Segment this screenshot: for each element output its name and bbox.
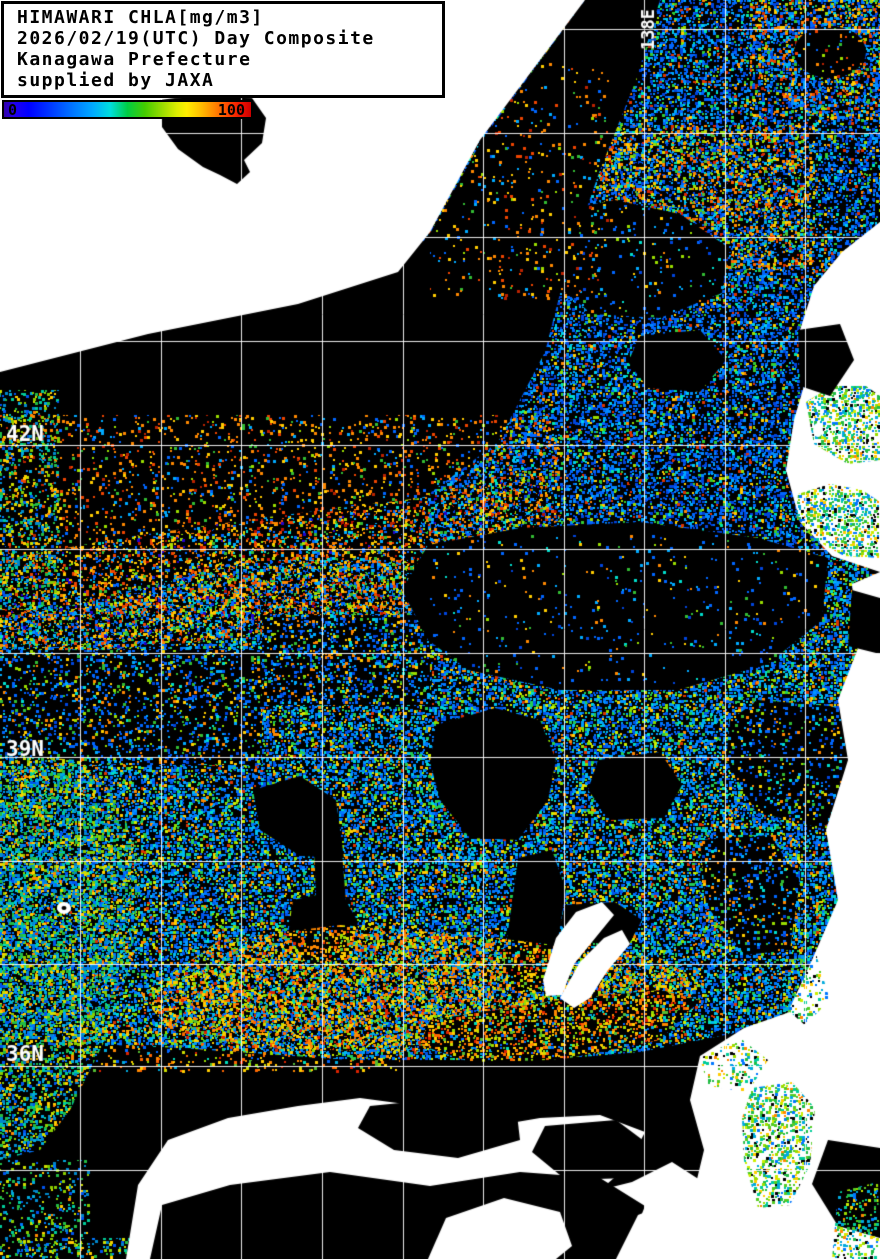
colorbar-max-label: 100 <box>217 101 245 119</box>
colorbar: 0 100 <box>2 100 253 119</box>
colorbar-min-label: 0 <box>8 101 18 119</box>
header-info-box: HIMAWARI CHLA[mg/m3] 2026/02/19(UTC) Day… <box>1 1 445 98</box>
header-date-composite: 2026/02/19(UTC) Day Composite <box>17 28 375 49</box>
header-region: Kanagawa Prefecture <box>17 49 252 70</box>
header-product-title: HIMAWARI CHLA[mg/m3] <box>17 7 264 28</box>
header-attribution: supplied by JAXA <box>17 70 215 91</box>
